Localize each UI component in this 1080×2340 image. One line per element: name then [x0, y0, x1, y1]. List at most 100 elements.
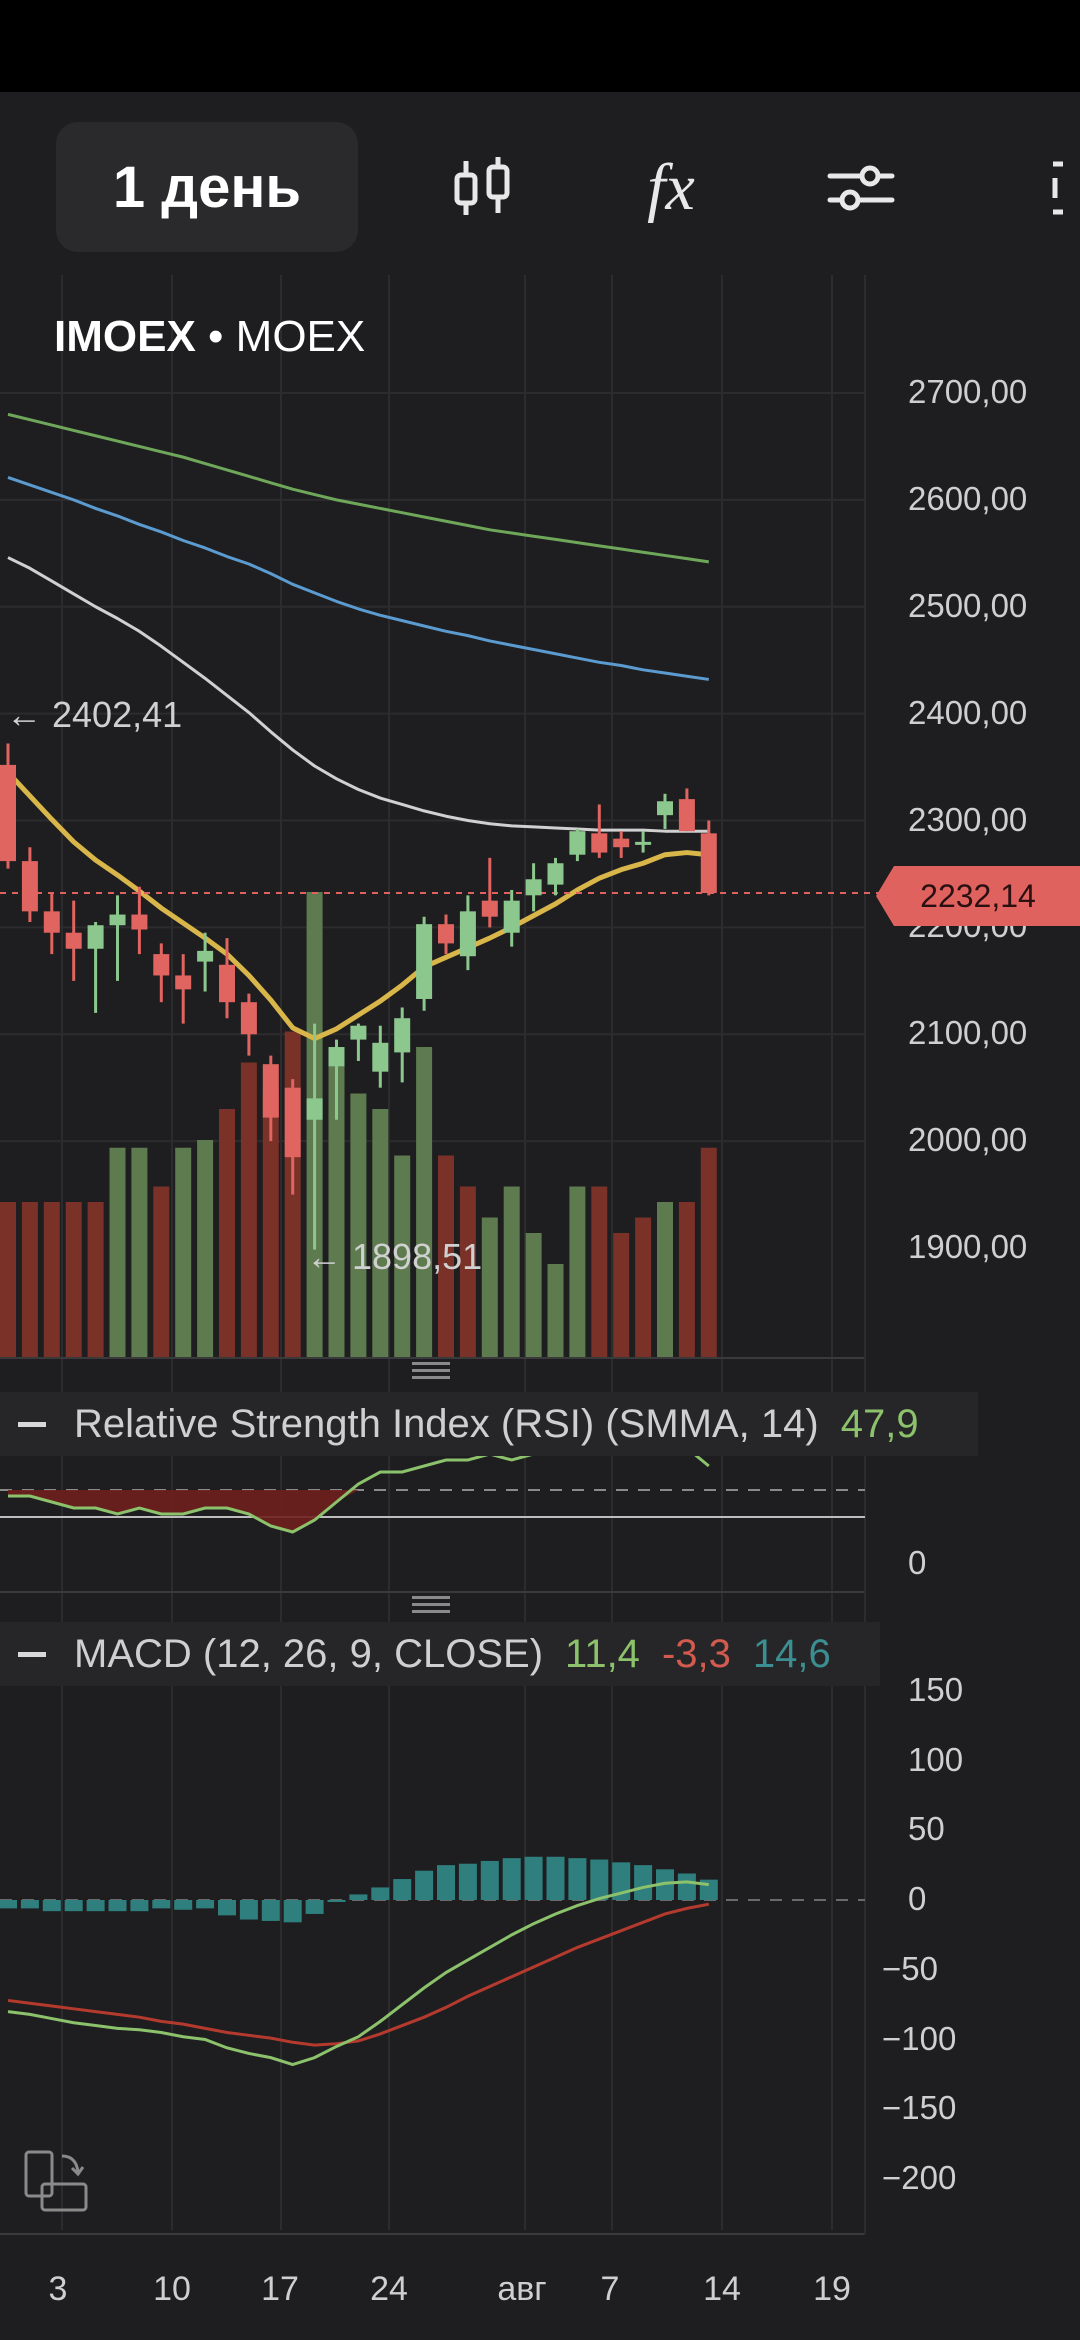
macd-signal-line [7, 1902, 710, 2047]
volume-bar [416, 1047, 433, 1357]
candle-body [678, 799, 695, 832]
macd-line [7, 1880, 709, 2067]
low-marker-value: 1898,51 [352, 1236, 483, 1277]
macd-histogram-bar [86, 1900, 105, 1912]
pane-resize-handle[interactable] [412, 1596, 450, 1614]
time-axis-label: 24 [370, 2270, 408, 2308]
exchange-name: MOEX [235, 312, 366, 361]
time-axis-label: авг [497, 2270, 547, 2308]
candle-body [700, 833, 717, 894]
fx-icon[interactable]: fx [616, 140, 726, 236]
macd-axis-label: 150 [908, 1670, 964, 1708]
candle-body [503, 900, 520, 933]
candle-body [547, 863, 564, 885]
volume-bar [394, 1155, 411, 1357]
price-axis-label: 2400,00 [908, 693, 1028, 731]
candle-body [262, 1064, 279, 1118]
volume-bar [21, 1202, 38, 1357]
candle-body [240, 1002, 257, 1035]
macd-histogram-bar [20, 1900, 39, 1909]
macd-histogram-bar [458, 1863, 477, 1900]
candle-body [219, 964, 235, 1003]
macd-histogram-bar [546, 1856, 565, 1900]
volume-bar [197, 1140, 214, 1357]
left-arrow-icon: ← [6, 694, 42, 735]
macd-axis-label: −150 [882, 2089, 957, 2127]
pane-resize-handle[interactable] [412, 1362, 450, 1380]
symbol-separator: • [208, 312, 224, 361]
price-axis-label: 2700,00 [908, 373, 1028, 410]
candle-body [175, 975, 192, 990]
candlestick-icon[interactable] [428, 140, 538, 236]
macd-histogram-bar [568, 1858, 587, 1900]
macd-axis-label: 50 [908, 1810, 945, 1848]
macd-histogram-bar [590, 1859, 609, 1900]
macd-axis-label: 100 [908, 1740, 964, 1778]
volume-bar [328, 1047, 345, 1357]
rsi-below-fill [8, 1490, 709, 1532]
volume-bar [109, 1147, 126, 1357]
volume-bar [438, 1155, 454, 1357]
macd-value: 11,4 [565, 1631, 640, 1676]
macd-histogram-bar [42, 1900, 61, 1912]
interval-button[interactable]: 1 день [56, 122, 358, 252]
macd-axis-label: −100 [882, 2019, 957, 2057]
settings-sliders-icon[interactable] [806, 140, 916, 236]
price-axis-label: 1900,00 [908, 1228, 1028, 1265]
macd-histogram-bar [196, 1900, 215, 1909]
volume-bars [0, 892, 717, 1357]
volume-bar [153, 1186, 170, 1357]
symbol-title: IMOEX • MOEX [54, 312, 365, 362]
rotate-screen-icon[interactable] [22, 2146, 92, 2216]
volume-bar [569, 1186, 586, 1357]
time-axis-label: 3 [48, 2270, 68, 2308]
status-bar [0, 0, 1080, 92]
volume-bar [0, 1202, 16, 1357]
volume-bar [240, 1062, 257, 1357]
volume-bar [350, 1093, 367, 1357]
candle-body [438, 924, 454, 944]
candle-body [657, 801, 673, 816]
macd-histogram-bar [634, 1865, 653, 1900]
moving-averages [0, 412, 880, 1042]
macd-histogram-bar [524, 1856, 543, 1900]
time-axis-label: 17 [261, 2270, 299, 2308]
macd-header[interactable]: MACD (12, 26, 9, CLOSE) 11,4 -3,3 14,6 [0, 1622, 880, 1686]
rsi-header[interactable]: Relative Strength Index (RSI) (SMMA, 14)… [0, 1392, 978, 1456]
fullscreen-icon[interactable] [1010, 140, 1080, 236]
volume-bar [525, 1233, 542, 1357]
price-axis-label: 2000,00 [908, 1121, 1028, 1159]
volume-bar [219, 1109, 235, 1357]
volume-bar [43, 1202, 60, 1357]
rsi-value: 47,9 [840, 1401, 919, 1446]
volume-bar [459, 1186, 476, 1357]
candle-body [481, 900, 498, 917]
volume-bar [678, 1202, 695, 1357]
price-axis-label: 2500,00 [908, 586, 1028, 624]
macd-histogram-bar [0, 1900, 17, 1909]
rsi-title: Relative Strength Index (RSI) (SMMA, 14) [74, 1401, 819, 1446]
ma-green-line [7, 412, 710, 564]
macd-histogram-bar [305, 1900, 324, 1914]
macd-histogram-bar [152, 1900, 171, 1909]
candle-body [459, 911, 476, 957]
macd-title: MACD (12, 26, 9, CLOSE) [74, 1631, 544, 1676]
ma-yellow-line [6, 770, 710, 1042]
volume-bar [87, 1202, 104, 1357]
volume-bar [635, 1217, 652, 1357]
macd-axis-label: 0 [908, 1880, 927, 1917]
collapse-icon[interactable] [18, 1651, 46, 1657]
last-price-badge: 2232,14 [876, 866, 1080, 926]
candle-body [21, 861, 38, 912]
candle-body [372, 1042, 389, 1072]
volume-bar [131, 1147, 148, 1357]
candle-body [109, 914, 126, 926]
candle-body [197, 950, 214, 962]
collapse-icon[interactable] [18, 1421, 46, 1427]
time-axis-label: 10 [153, 2270, 191, 2308]
macd-histogram-bar [677, 1873, 696, 1900]
histogram-value: 14,6 [752, 1631, 831, 1676]
low-marker: ← 1898,51 [306, 1236, 482, 1278]
macd-histogram-bar [415, 1870, 434, 1900]
